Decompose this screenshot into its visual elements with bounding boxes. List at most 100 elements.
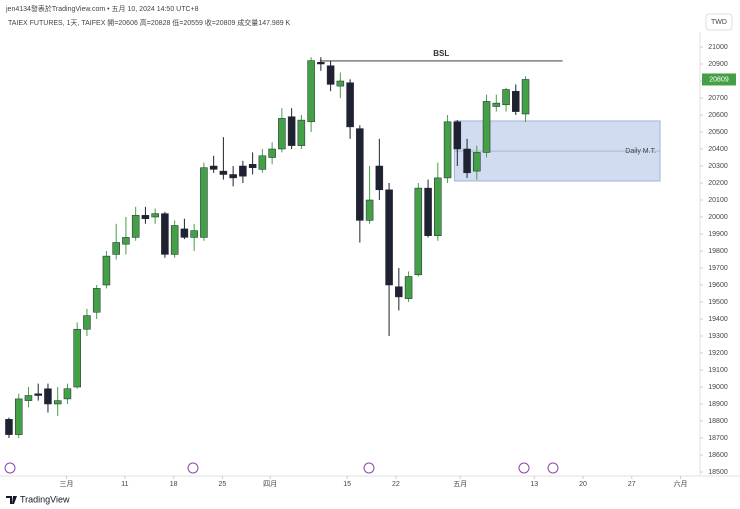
event-icon[interactable] bbox=[518, 462, 530, 474]
candle-body bbox=[434, 177, 442, 236]
event-icon[interactable] bbox=[363, 462, 375, 474]
event-icon[interactable] bbox=[4, 462, 16, 474]
y-tick-label: 19700 bbox=[708, 265, 728, 272]
candle-body bbox=[44, 388, 52, 405]
byline: jen4134發表於TradingView.com • 五月 10, 2024 … bbox=[5, 4, 199, 13]
brand-logo bbox=[6, 496, 17, 504]
y-tick-label: 18800 bbox=[708, 418, 728, 425]
candle-body bbox=[170, 225, 179, 255]
y-tick-label: 20200 bbox=[708, 180, 728, 187]
y-tick-label: 19300 bbox=[708, 333, 728, 340]
y-tick-label: 18900 bbox=[708, 401, 728, 408]
candle-body bbox=[297, 119, 306, 146]
candle-body bbox=[346, 82, 354, 128]
level-label: BSL bbox=[433, 49, 449, 58]
y-tick-label: 19100 bbox=[708, 367, 728, 374]
candle-body bbox=[239, 165, 247, 177]
candle-body bbox=[161, 213, 169, 255]
candle-body bbox=[365, 199, 374, 221]
candle-body bbox=[141, 215, 150, 219]
candle-body bbox=[385, 189, 393, 286]
x-tick-label: 六月 bbox=[674, 479, 688, 488]
x-tick-label: 四月 bbox=[263, 480, 277, 488]
y-tick-label: 18600 bbox=[708, 452, 728, 459]
candle-body bbox=[258, 155, 267, 170]
event-icon[interactable] bbox=[187, 462, 199, 474]
x-tick-label: 22 bbox=[392, 481, 400, 488]
y-tick-label: 19200 bbox=[708, 350, 728, 357]
candle-body bbox=[375, 165, 384, 191]
candle-body bbox=[122, 237, 130, 245]
candle-body bbox=[14, 398, 23, 435]
x-tick-label: 15 bbox=[343, 481, 351, 488]
candle-body bbox=[92, 288, 101, 313]
candle-body bbox=[248, 164, 257, 168]
x-tick-label: 27 bbox=[628, 481, 636, 488]
x-tick-label: 13 bbox=[530, 481, 538, 488]
y-tick-label: 20500 bbox=[708, 129, 728, 136]
candle-body bbox=[131, 215, 140, 238]
currency-button[interactable] bbox=[705, 13, 733, 31]
candle-body bbox=[200, 167, 208, 238]
candle-body bbox=[219, 170, 228, 175]
candle-body bbox=[414, 187, 423, 276]
y-tick-label: 20700 bbox=[708, 95, 728, 102]
candle-body bbox=[404, 276, 413, 299]
candle-body bbox=[34, 393, 42, 396]
candle-body bbox=[307, 60, 315, 123]
brand: TradingView bbox=[20, 494, 70, 504]
candle-body bbox=[512, 90, 520, 112]
x-tick-label: 25 bbox=[219, 481, 227, 488]
candle-body bbox=[180, 228, 189, 238]
candle-body bbox=[492, 102, 501, 107]
y-tick-label: 19800 bbox=[708, 248, 728, 255]
y-tick-label: 20300 bbox=[708, 163, 728, 170]
currency: TWD bbox=[711, 19, 727, 26]
candle-body bbox=[482, 101, 491, 153]
zone-label: Daily M.T. bbox=[625, 148, 656, 155]
candle-body bbox=[317, 62, 325, 65]
candle-body bbox=[395, 286, 403, 298]
candle-body bbox=[209, 165, 218, 170]
last-price-box bbox=[702, 73, 736, 86]
x-tick-label: 三月 bbox=[59, 480, 73, 488]
candle-body bbox=[473, 152, 481, 172]
candle-body bbox=[502, 89, 510, 106]
last-price: 20809 bbox=[709, 76, 729, 83]
symbol-info: TAIEX FUTURES, 1天, TAIFEX 開=20606 高=2082… bbox=[8, 18, 291, 27]
candle-body bbox=[463, 148, 471, 174]
candle-body bbox=[83, 315, 91, 330]
candle-body bbox=[268, 148, 276, 158]
y-tick-label: 20600 bbox=[708, 112, 728, 119]
candle-body bbox=[326, 65, 335, 85]
candle-body bbox=[112, 242, 120, 255]
y-tick-label: 20900 bbox=[708, 61, 728, 68]
candle-body bbox=[24, 395, 33, 401]
candle-body bbox=[102, 255, 111, 286]
x-tick-label: 五月 bbox=[453, 480, 467, 488]
candle-body bbox=[443, 121, 452, 179]
y-tick-label: 20400 bbox=[708, 146, 728, 153]
candle-body bbox=[151, 213, 159, 218]
candle-body bbox=[73, 328, 81, 388]
y-tick-label: 20000 bbox=[708, 214, 728, 221]
candle-body bbox=[229, 174, 237, 179]
candle-body bbox=[356, 128, 364, 221]
x-tick-label: 11 bbox=[121, 481, 128, 488]
candle-body bbox=[63, 388, 72, 400]
candle-body bbox=[424, 187, 432, 236]
candle-body bbox=[190, 230, 198, 238]
y-tick-label: 18700 bbox=[708, 435, 728, 442]
candle-body bbox=[453, 121, 462, 150]
y-tick-label: 19600 bbox=[708, 282, 728, 289]
candle-body bbox=[287, 116, 296, 146]
x-tick-label: 20 bbox=[579, 481, 587, 488]
y-tick-label: 21000 bbox=[708, 44, 728, 51]
candle-body bbox=[53, 400, 62, 405]
candle-body bbox=[521, 79, 530, 115]
event-icons bbox=[4, 462, 559, 474]
y-tick-label: 19000 bbox=[708, 384, 728, 391]
event-icon[interactable] bbox=[547, 462, 559, 474]
